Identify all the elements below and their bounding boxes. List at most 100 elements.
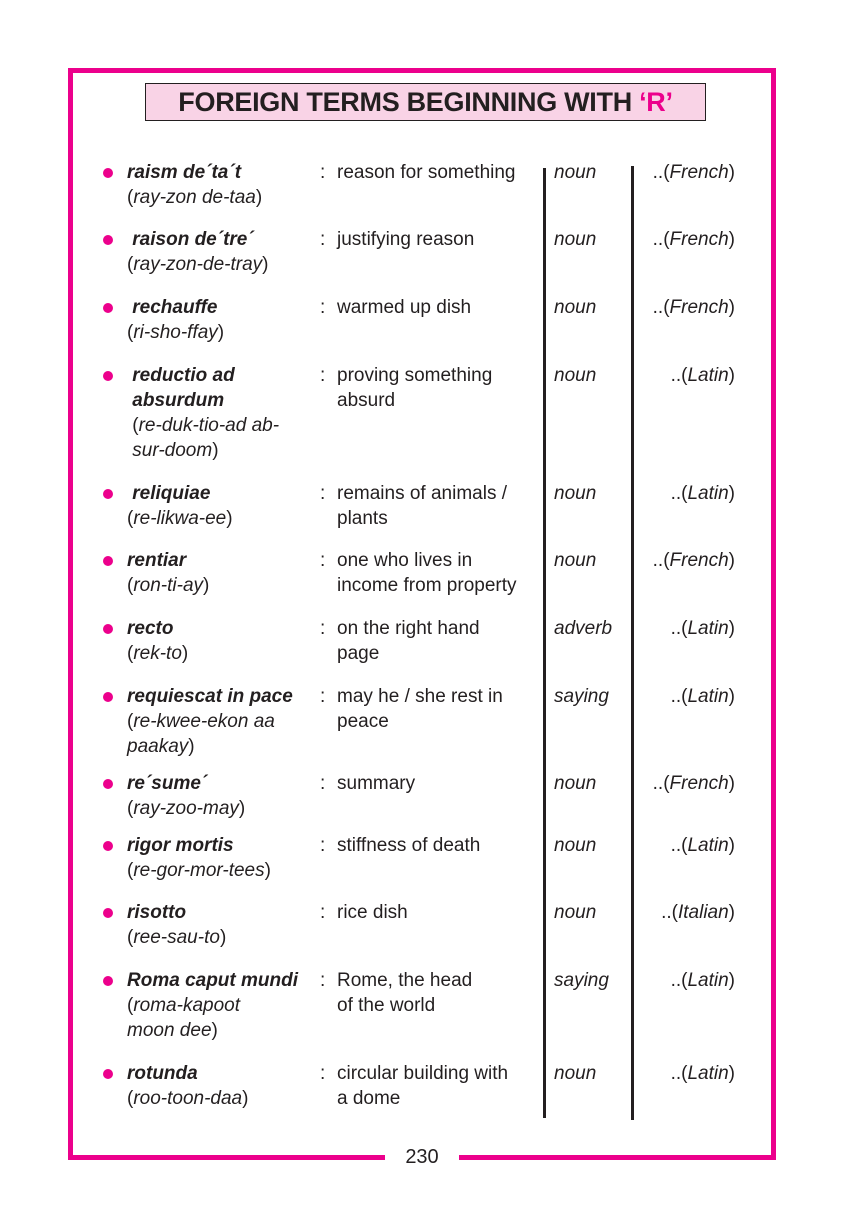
pronunciation: (ron-ti-ay) [127,573,209,598]
meaning: rice dish [337,900,408,925]
meaning: justifying reason [337,227,474,252]
meaning: warmed up dish [337,295,471,320]
meaning-line: a dome [337,1088,401,1109]
meaning: Rome, the head of the world [337,968,472,1018]
meaning-line: summary [337,773,416,794]
pronunciation-text: rek-to [133,643,182,664]
pronunciation-text: roma-kapoot [133,995,240,1016]
pronunciation-text: ray-zon-de-tray [133,254,263,275]
meaning-line: justifying reason [337,229,475,250]
meaning: circular building with a dome [337,1061,508,1111]
pronunciation-text: ron-ti-ay [133,575,204,596]
pronunciation: (roo-toon-daa) [127,1086,248,1111]
meaning-line: absurd [337,390,396,411]
term-line: reductio ad [127,365,235,386]
origin-name: Latin [687,970,729,991]
meaning-line: may he / she rest in [337,686,503,707]
pronunciation-text: re-kwee-ekon aa [133,711,275,732]
pronunciation: (ray-zon de-taa) [127,185,262,210]
colon-separator: : [320,297,326,318]
pronunciation-line: paakay) [127,736,195,757]
meaning: on the right hand page [337,616,480,666]
bullet-icon [103,624,113,634]
part-of-speech: noun [554,835,597,856]
pronunciation-text: ray-zoo-may [133,798,239,819]
bullet-icon [103,303,113,313]
bullet-icon [103,692,113,702]
term: requiescat in pace [127,684,293,709]
colon-separator: : [320,1063,326,1084]
meaning-line: rice dish [337,902,408,923]
pronunciation-text: re-gor-mor-tees [133,860,265,881]
meaning-line: proving something [337,365,493,386]
meaning: remains of animals / plants [337,481,507,531]
colon-separator: : [320,970,326,991]
pronunciation-line: sur-doom) [132,440,219,461]
origin-name: Latin [687,686,729,707]
part-of-speech: noun [554,162,597,183]
term-line: reliquiae [127,483,211,504]
part-of-speech: noun [554,483,597,504]
origin-name: French [669,550,729,571]
origin-name: French [669,162,729,183]
part-of-speech: saying [554,686,609,707]
pronunciation-line: moon dee) [127,1020,218,1041]
term: Roma caput mundi [127,968,298,993]
origin-name: Latin [687,835,729,856]
origin-language: ..(French) [652,550,735,571]
bullet-icon [103,489,113,499]
bullet-icon [103,1069,113,1079]
colon-separator: : [320,773,326,794]
pronunciation-text: re-duk-tio-ad ab- [138,415,280,436]
origin-name: Latin [687,483,729,504]
meaning-line: reason for something [337,162,516,183]
meaning: stiffness of death [337,833,480,858]
bullet-icon [103,976,113,986]
bullet-icon [103,556,113,566]
colon-separator: : [320,365,326,386]
origin-name: Latin [687,365,729,386]
pronunciation: (re-gor-mor-tees) [127,858,271,883]
origin-language: ..(Italian) [661,902,735,923]
meaning-line: stiffness of death [337,835,481,856]
pronunciation-text: sur-doom [132,440,213,461]
colon-separator: : [320,229,326,250]
colon-separator: : [320,483,326,504]
meaning-line: plants [337,508,388,529]
pronunciation-text: moon dee [127,1020,212,1041]
pronunciation-line: (roo-toon-daa) [127,1088,249,1109]
bullet-icon [103,235,113,245]
part-of-speech: adverb [554,618,613,639]
pronunciation: (roma-kapoot moon dee) [127,993,240,1043]
column-divider-origin [631,166,634,1120]
origin-language: ..(Latin) [670,618,735,639]
bullet-icon [103,779,113,789]
bullet-icon [103,371,113,381]
term-line: rotunda [127,1063,198,1084]
origin-language: ..(French) [652,773,735,794]
pronunciation-line: (re-duk-tio-ad ab- [127,415,280,436]
meaning-line: remains of animals / [337,483,508,504]
term: rigor mortis [127,833,234,858]
pronunciation-line: (ray-zoo-may) [127,798,246,819]
part-of-speech: noun [554,902,597,923]
term: rotunda [127,1061,198,1086]
origin-language: ..(French) [652,297,735,318]
origin-language: ..(Latin) [670,970,735,991]
meaning: proving something absurd [337,363,492,413]
meaning-line: one who lives in [337,550,473,571]
origin-language: ..(French) [652,162,735,183]
meaning: may he / she rest in peace [337,684,503,734]
term-line: requiescat in pace [127,686,293,707]
pronunciation: (ree-sau-to) [127,925,226,950]
pronunciation-line: (re-gor-mor-tees) [127,860,271,881]
page-number: 230 [405,1146,439,1168]
origin-language: ..(Latin) [670,686,735,707]
part-of-speech: noun [554,365,597,386]
bullet-icon [103,168,113,178]
meaning-line: Rome, the head [337,970,473,991]
pronunciation: (ray-zoo-may) [127,796,245,821]
meaning: summary [337,771,415,796]
title-text: FOREIGN TERMS BEGINNING WITH [178,87,640,117]
part-of-speech: saying [554,970,609,991]
